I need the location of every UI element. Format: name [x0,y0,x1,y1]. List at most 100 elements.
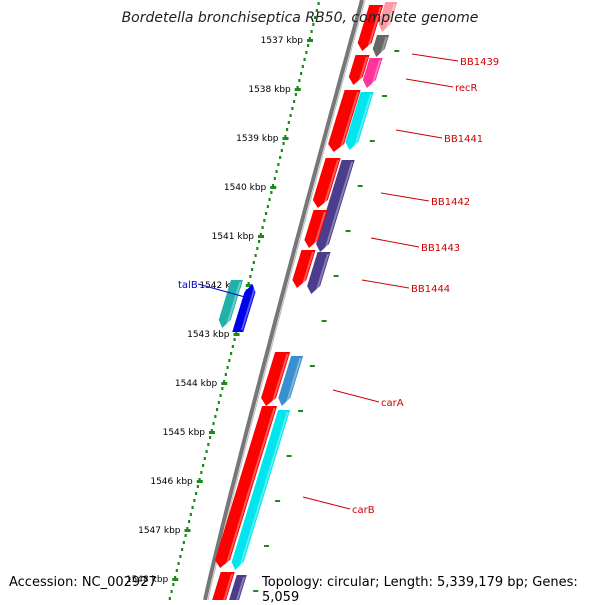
ruler-dot [315,9,318,12]
ruler-dot [300,72,303,75]
gene-bb1442-annot-body [316,160,355,252]
ruler-tick-label: 1538 kbp [248,85,291,95]
gene-recr-block-shine [358,57,368,83]
ruler-dot [174,576,177,579]
gene-carb-annot-shine [238,412,289,568]
gene-bb1444-block-body [292,250,316,288]
ruler-tick [184,529,191,532]
gene-bb1442-block [312,158,341,208]
leader-recR [405,78,454,88]
ruler-tick-label: 1541 kbp [212,232,255,242]
ruler-dot [293,100,296,103]
ruler-dot [219,394,222,397]
ruler-dot [224,373,227,376]
ruler-dot [217,401,220,404]
ruler-dot [182,541,185,544]
ruler-tick [172,578,179,581]
leader-talB [197,283,246,298]
ruler-dot [188,520,191,523]
gene-label-BB1444: BB1444 [411,284,450,295]
ruler-dot [223,380,226,383]
ruler-tick [196,480,203,483]
ruler-tick [270,186,277,189]
leader-carB [302,496,351,510]
gene-carb-block-body [215,406,278,568]
ruler-dot [231,345,234,348]
strand-tick [369,140,375,142]
ruler-dot [209,436,212,439]
ruler-dot [312,23,315,26]
gene-bb1444-block [292,250,316,288]
ruler-dot [195,492,198,495]
backbone-line [203,0,364,601]
ruler-dot [184,534,187,537]
ruler-dot [310,30,313,33]
gene-recr-annot-body [362,58,383,88]
ruler-dot [203,457,206,460]
leader-BB1443 [370,237,420,248]
ruler-tick-label: 1546 kbp [150,477,193,487]
gene-label-talB: talB [178,280,198,291]
gene-cara-annot-body [278,356,304,406]
ruler-dot [259,233,262,236]
gene-bb1439-annot [378,2,398,32]
ruler-dot [200,471,203,474]
ruler-dot [168,597,171,600]
gene-bb1439-gray-shine [379,37,388,55]
gene-bb1439-gray-body [372,35,390,57]
leader-BB1442 [380,192,430,202]
gene-talb-block-shine [240,286,257,330]
ruler-dot [305,51,308,54]
ruler-tick-label: 1545 kbp [163,428,206,438]
gene-carb-annot-body [231,410,291,570]
gene-bb1441-annot-body [345,92,374,150]
gene-label-BB1439: BB1439 [460,57,499,68]
ruler-dot [308,37,311,40]
strand-tick [309,365,315,367]
ruler-tick [258,235,264,238]
gene-cara-block [261,352,291,406]
ruler-tick [294,88,301,91]
gene-carb-annot [231,410,291,570]
feature-track [210,2,398,605]
gene-bb1442-annot [316,160,355,252]
leader-BB1441 [395,129,443,139]
ruler-dot [272,184,275,187]
strand-tick [394,50,400,52]
ruler-dot [256,247,259,250]
ruler-tick [245,284,252,287]
ruler-dot [170,590,173,593]
ruler-dot [317,2,320,5]
gene-talb-block [232,284,257,332]
strand-tick [382,95,388,97]
ruler-dot [233,338,236,341]
ruler-dot [196,485,199,488]
gene-bb1441-block-shine [339,92,360,150]
ruler-dot [275,170,278,173]
ruler-dot [254,254,257,257]
gene-recr-block-body [348,55,370,85]
ruler-tick-label: 1540 kbp [224,183,267,193]
leader-BB1444 [361,279,410,289]
ruler-dot [230,352,233,355]
ruler-dot [303,58,306,61]
ruler-dot [247,282,250,285]
ruler-dot [221,387,224,390]
ruler-dot [235,331,238,334]
ruler-dot [172,583,175,586]
ruler-dot [279,156,282,159]
strand-tick [275,500,281,502]
backbone-inner-line [207,0,366,601]
gene-bb1438-block [357,5,384,51]
ruler-dot [280,149,283,152]
ruler-dot [307,44,310,47]
gene-cara-annot-shine [285,358,302,404]
gene-cara-block-body [261,352,291,406]
gene-bb1443-block-body [304,210,328,248]
genome-backbone [203,0,400,601]
ruler-dot [212,422,215,425]
ruler-tick [233,333,240,336]
gene-bb1439-gray [372,35,390,57]
ruler-dot [291,107,294,110]
